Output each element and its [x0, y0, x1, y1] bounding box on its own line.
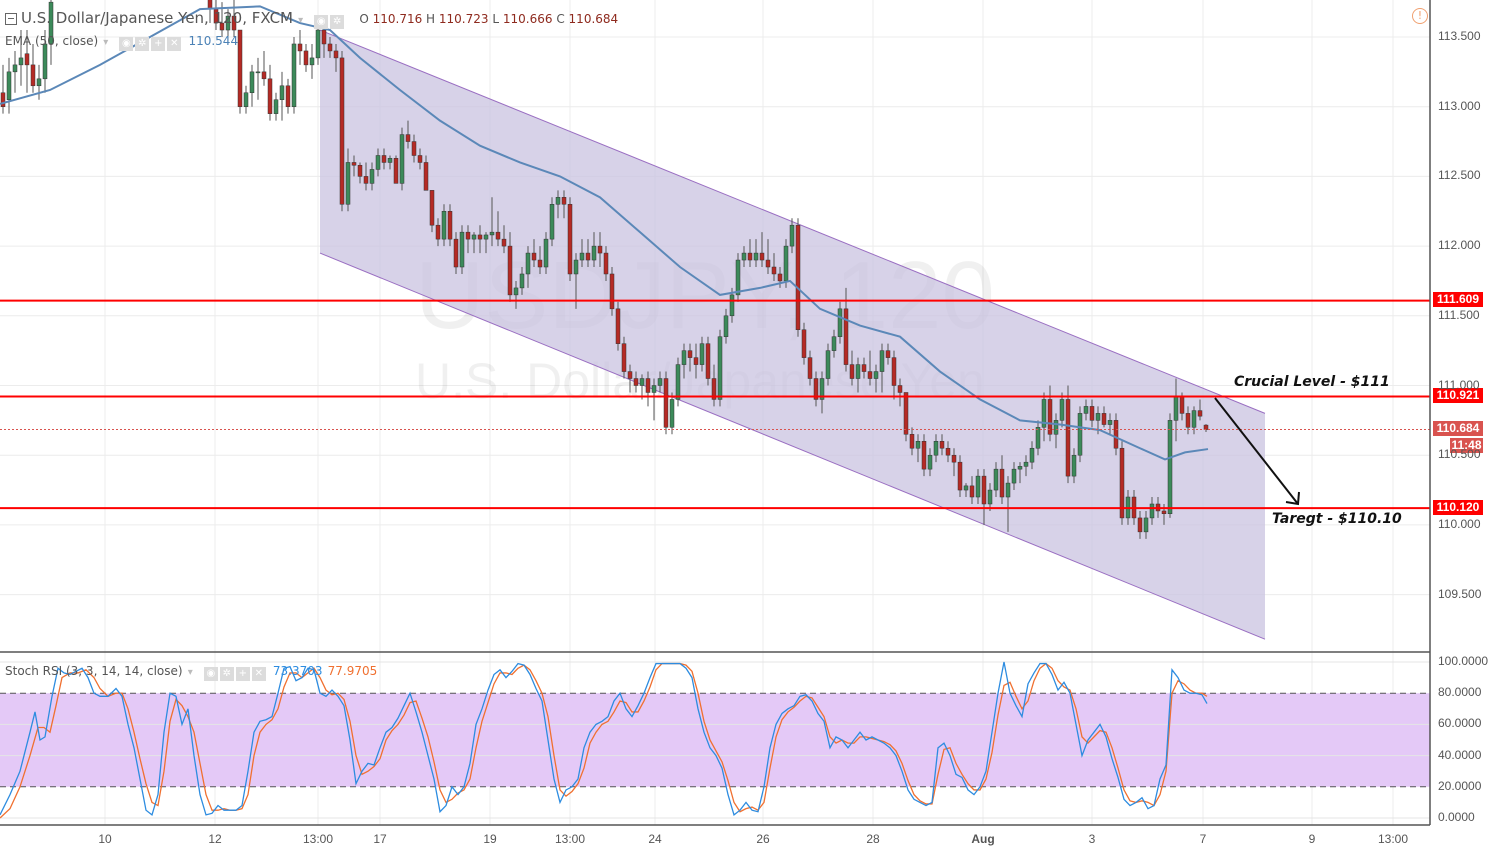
- x-tick-label: 3: [1088, 832, 1096, 846]
- ohlc-values: O 110.716 H 110.723 L 110.666 C 110.684: [359, 12, 619, 26]
- y-tick-label: 109.500: [1438, 586, 1482, 601]
- price-tag-resistance-1: 111.609: [1433, 292, 1483, 307]
- ema-value: 110.544: [188, 34, 239, 48]
- plus-icon[interactable]: +: [235, 666, 250, 681]
- stoch-label[interactable]: Stoch RSI (3, 3, 14, 14, close): [5, 664, 183, 678]
- price-tag-current: 110.684: [1433, 421, 1483, 436]
- x-tick-label: 9: [1308, 832, 1316, 846]
- y-tick-label: 110.000: [1438, 516, 1481, 531]
- axes: [0, 0, 1431, 826]
- x-tick-label: 12: [208, 832, 222, 846]
- close-icon[interactable]: ✕: [251, 666, 266, 681]
- collapse-icon[interactable]: [5, 12, 17, 25]
- close-icon[interactable]: ✕: [167, 36, 182, 51]
- x-tick-label: 17: [373, 832, 387, 846]
- stoch-y-tick-label: 100.0000: [1438, 654, 1489, 668]
- eye-icon[interactable]: ◉: [314, 14, 329, 29]
- gear-icon[interactable]: ✲: [135, 36, 150, 51]
- plus-icon[interactable]: +: [151, 36, 166, 51]
- stoch-y-tick-label: 40.0000: [1438, 747, 1482, 762]
- y-tick-label: 112.000: [1438, 238, 1481, 253]
- ema-label[interactable]: EMA (50, close): [5, 34, 99, 48]
- chevron-down-icon[interactable]: ▾: [187, 667, 193, 678]
- x-tick-label: 10: [98, 832, 112, 846]
- y-tick-label: 113.000: [1438, 98, 1481, 113]
- target-annotation: Taregt - $110.10: [1272, 511, 1402, 527]
- price-tag-resistance-2: 110.921: [1433, 388, 1483, 403]
- ema-legend: EMA (50, close) ▾ ◉ ✲ + ✕ 110.544: [5, 30, 238, 51]
- stoch-y-tick-label: 0.0000: [1438, 810, 1475, 824]
- x-tick-label: 28: [866, 832, 880, 846]
- main-legend: U.S. Dollar/Japanese Yen, 120, FXCM ▾ ◉ ✲…: [5, 8, 618, 29]
- eye-icon[interactable]: ◉: [119, 36, 134, 51]
- y-tick-label: 110.500: [1438, 447, 1481, 462]
- warning-icon[interactable]: !: [1412, 8, 1428, 24]
- x-tick-label: 13:00: [1377, 832, 1409, 846]
- x-tick-label: 24: [648, 832, 662, 846]
- gear-icon[interactable]: ✲: [219, 666, 234, 681]
- y-tick-label: 111.500: [1438, 307, 1480, 322]
- eye-icon[interactable]: ◉: [203, 666, 218, 681]
- x-tick-label: 13:00: [554, 832, 586, 846]
- bar-countdown: 11:48: [1450, 438, 1483, 453]
- y-tick-label: 112.500: [1438, 168, 1481, 183]
- target-arrow: [1214, 397, 1300, 506]
- horizontal-levels: [0, 299, 1430, 510]
- x-tick-label: 13:00: [302, 832, 334, 846]
- stoch-d-value: 77.9705: [327, 664, 378, 678]
- stoch-y-tick-label: 20.0000: [1438, 778, 1482, 793]
- price-tag-support: 110.120: [1433, 500, 1483, 515]
- stoch-legend: Stoch RSI (3, 3, 14, 14, close) ▾ ◉ ✲ + ✕ 7…: [5, 660, 377, 681]
- y-tick-label: 111.000: [1438, 377, 1480, 392]
- crucial-level-annotation: Crucial Level - $111: [1234, 374, 1390, 390]
- chevron-down-icon[interactable]: ▾: [298, 15, 304, 26]
- symbol-title[interactable]: U.S. Dollar/Japanese Yen, 120, FXCM: [21, 9, 293, 27]
- chevron-down-icon[interactable]: ▾: [103, 37, 109, 48]
- candlesticks: [0, 0, 1209, 539]
- ema-line: [0, 5, 1209, 461]
- stoch-rsi-pane: [0, 651, 1430, 819]
- stoch-y-tick-label: 60.0000: [1438, 716, 1482, 731]
- y-tick-label: 113.500: [1438, 29, 1481, 43]
- gear-icon[interactable]: ✲: [330, 14, 345, 29]
- stoch-y-tick-label: 80.0000: [1438, 685, 1482, 700]
- stoch-k-value: 73.3703: [272, 664, 323, 678]
- x-tick-label: 7: [1199, 832, 1207, 846]
- x-tick-label: Aug: [971, 832, 995, 846]
- x-tick-label: 26: [756, 832, 770, 846]
- x-tick-label: 19: [483, 832, 497, 846]
